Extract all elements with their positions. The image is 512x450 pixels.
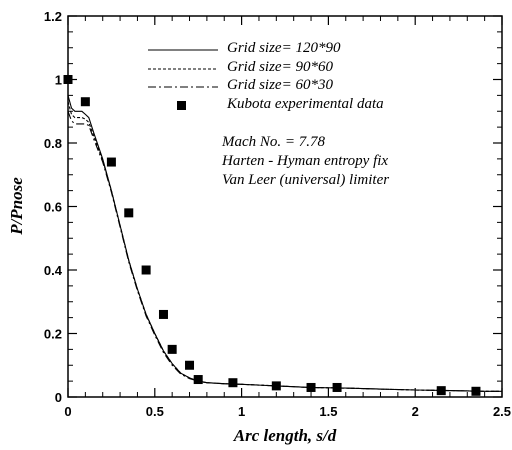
y-tick-label: 0.2	[44, 327, 62, 342]
kubota-data-point	[271, 381, 281, 391]
kubota-data-point	[193, 375, 203, 385]
legend-swatch-square-marker	[177, 101, 186, 110]
y-tick-label: 0.8	[44, 136, 62, 151]
x-tick-label: 1.5	[319, 404, 337, 419]
x-tick-label: 0.5	[146, 404, 164, 419]
y-tick-label: 1	[55, 73, 62, 88]
y-tick-label: 1.2	[44, 9, 62, 24]
markers-layer	[63, 75, 481, 396]
kubota-data-point	[436, 386, 446, 396]
kubota-data-point	[124, 208, 134, 218]
y-tick-label: 0	[55, 390, 62, 405]
y-tick-label: 0.4	[44, 263, 63, 278]
legend-label-grid-90x60: Grid size= 90*60	[227, 59, 333, 75]
legend: Grid size= 120*90 Grid size= 90*60 Grid …	[148, 40, 384, 112]
kubota-data-point	[306, 382, 316, 392]
x-tick-label: 2.5	[493, 404, 511, 419]
x-tick-label: 2	[412, 404, 419, 419]
legend-label-grid-120x90: Grid size= 120*90	[227, 40, 341, 56]
kubota-data-point	[185, 360, 195, 370]
kubota-data-point	[228, 378, 238, 388]
series-line-solid	[67, 95, 502, 392]
curves-layer	[67, 95, 502, 392]
y-axis-label: P/Pnose	[7, 177, 26, 236]
kubota-data-point	[167, 344, 177, 354]
x-tick-label: 0	[64, 404, 71, 419]
annotation-limiter: Van Leer (universal) limiter	[222, 172, 389, 188]
kubota-data-point	[471, 386, 481, 396]
x-tick-label: 1	[238, 404, 245, 419]
annotation-entropy-fix: Harten - Hyman entropy fix	[221, 153, 388, 169]
tick-labels-layer: 0 0.5 1 1.5 2 2.5 0 0.2 0.4 0.6 0.8 1 1.2	[44, 9, 511, 419]
kubota-data-point	[106, 157, 116, 167]
kubota-data-point	[141, 265, 151, 275]
legend-label-kubota: Kubota experimental data	[226, 96, 384, 112]
legend-label-grid-60x30: Grid size= 60*30	[227, 77, 333, 93]
kubota-data-point	[80, 97, 90, 107]
series-line-dashdot	[67, 111, 502, 392]
x-axis-label: Arc length, s/d	[233, 426, 337, 445]
y-tick-label: 0.6	[44, 200, 62, 215]
kubota-data-point	[158, 309, 168, 319]
kubota-data-point	[332, 382, 342, 392]
ticks-layer	[67, 15, 503, 398]
annotation-mach-number: Mach No. = 7.78	[221, 134, 326, 150]
